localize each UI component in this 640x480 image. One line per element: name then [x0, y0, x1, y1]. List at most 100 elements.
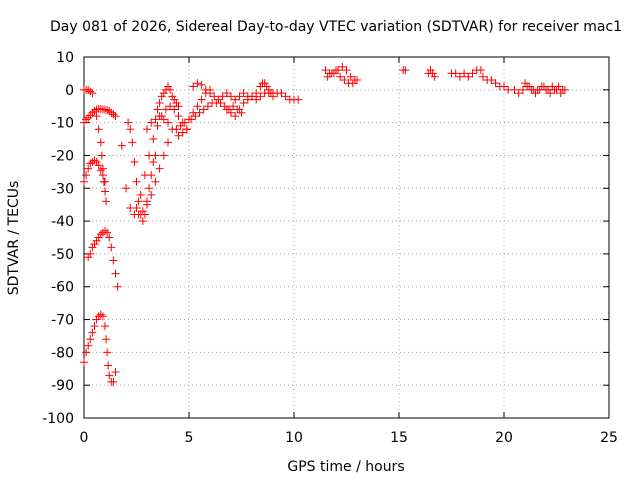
x-tick-label: 5 — [185, 430, 194, 446]
series-arc-o — [256, 79, 277, 98]
data-point — [86, 335, 95, 344]
chart-title: Day 081 of 2026, Sidereal Day-to-day VTE… — [50, 19, 622, 35]
data-point — [197, 80, 206, 89]
series-arc-t — [424, 66, 439, 81]
series-arc-d — [80, 156, 109, 186]
data-point — [86, 249, 95, 258]
data-point — [195, 108, 204, 117]
data-point — [82, 348, 91, 357]
series-arc-p — [252, 89, 303, 104]
data-point — [174, 131, 183, 140]
x-tick-label: 10 — [285, 430, 303, 446]
data-point — [336, 72, 345, 81]
data-point — [243, 95, 252, 104]
x-tick-label: 0 — [80, 430, 89, 446]
data-point — [126, 125, 135, 134]
data-point — [174, 112, 183, 121]
data-point — [92, 112, 101, 121]
data-point — [105, 233, 114, 242]
x-tick-label: 20 — [495, 430, 513, 446]
data-point — [155, 112, 164, 121]
data-point — [180, 118, 189, 127]
data-point — [166, 102, 175, 111]
data-point — [170, 95, 179, 104]
data-point — [500, 82, 508, 91]
data-point — [147, 190, 156, 199]
data-point — [94, 125, 103, 134]
data-point — [138, 217, 147, 226]
data-point — [187, 115, 196, 124]
data-point — [153, 121, 162, 130]
data-point — [109, 110, 118, 119]
data-point — [332, 66, 340, 75]
data-point — [294, 95, 303, 104]
data-point — [94, 233, 103, 242]
data-point — [161, 105, 170, 114]
data-point — [222, 105, 231, 114]
data-point — [140, 171, 149, 180]
data-point — [113, 282, 122, 291]
series-arc-r — [323, 66, 361, 88]
data-point — [96, 104, 105, 113]
data-point — [88, 108, 97, 117]
data-point — [235, 92, 244, 101]
data-point — [101, 105, 109, 114]
data-point — [90, 240, 99, 249]
data-point — [164, 82, 172, 91]
data-point — [560, 85, 569, 94]
data-point — [143, 197, 151, 206]
data-point — [103, 106, 112, 115]
data-point — [523, 82, 532, 91]
data-point — [80, 358, 88, 367]
x-axis-title: GPS time / hours — [287, 459, 404, 475]
data-point — [86, 87, 95, 96]
data-point — [518, 85, 527, 94]
y-tick-label: -100 — [42, 411, 74, 427]
data-point — [455, 72, 464, 81]
series-arc-c — [92, 112, 111, 206]
data-point — [159, 115, 168, 124]
x-tick-label: 25 — [600, 430, 618, 446]
data-point — [98, 171, 107, 180]
data-point — [159, 89, 168, 98]
data-point — [235, 105, 244, 114]
data-point — [157, 92, 166, 101]
series-arc-h — [124, 118, 160, 226]
data-point — [346, 72, 355, 81]
data-point — [80, 177, 88, 186]
data-point — [82, 115, 91, 124]
data-point — [269, 92, 277, 101]
series-arc-s — [399, 66, 410, 75]
y-tick-label: 10 — [56, 50, 74, 66]
data-point — [544, 85, 553, 94]
data-point — [92, 315, 101, 324]
data-point — [178, 128, 187, 137]
data-point — [101, 226, 109, 235]
data-point — [338, 62, 347, 71]
data-point — [197, 95, 206, 104]
data-point — [96, 166, 105, 175]
data-point — [174, 102, 183, 111]
series-arc-x — [510, 82, 569, 98]
data-point — [264, 89, 273, 98]
data-point — [428, 69, 437, 78]
y-axis-title: SDTVAR / TECUs — [6, 181, 22, 296]
data-point — [130, 158, 139, 167]
data-point — [96, 230, 105, 239]
data-point — [237, 108, 246, 117]
data-point — [103, 348, 112, 357]
data-point — [353, 75, 361, 84]
data-point — [191, 112, 200, 121]
data-point — [105, 371, 114, 380]
data-point — [151, 115, 160, 124]
data-point — [342, 66, 351, 75]
data-point — [109, 377, 118, 386]
data-point — [227, 92, 235, 101]
data-point — [102, 335, 111, 344]
data-point — [84, 253, 93, 262]
data-point — [97, 151, 106, 160]
data-point — [82, 171, 91, 180]
data-point — [210, 92, 219, 101]
data-point — [531, 89, 540, 98]
